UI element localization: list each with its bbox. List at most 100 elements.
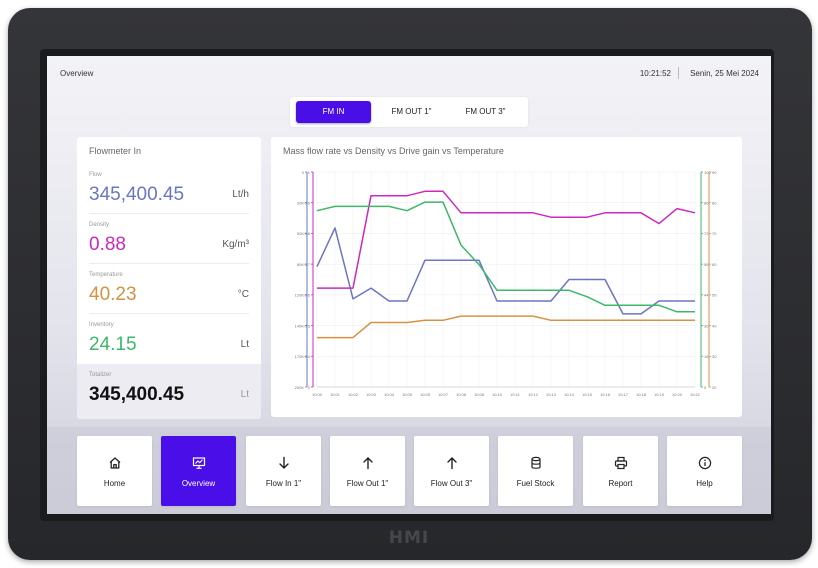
right-tick-label: 30 (712, 354, 717, 359)
left-tick-label: 0 (308, 385, 311, 390)
right-tick-label: 86 (704, 201, 709, 206)
x-tick-label: 10:10 (492, 392, 503, 397)
row-divider (89, 313, 249, 314)
totalizer-label: Totalizer (89, 372, 112, 378)
nav-flow-out-1-button[interactable]: Flow Out 1" (330, 436, 405, 506)
tab-fm-out-3[interactable]: FM OUT 3" (465, 107, 506, 116)
nav-home-button[interactable]: Home (77, 436, 152, 506)
home-icon (77, 456, 152, 470)
x-tick-label: 10:16 (600, 392, 611, 397)
inventory-unit: Lt (240, 339, 249, 350)
left-tick-label: 1 (308, 170, 311, 175)
density-value: 0.88 (89, 234, 126, 255)
x-tick-label: 10:21 (690, 392, 701, 397)
inventory-row: Inventory 24.15 Lt (77, 314, 261, 364)
nav-home-label: Home (103, 479, 126, 488)
right-tick-label: 0 (704, 385, 707, 390)
x-tick-label: 10:08 (474, 392, 485, 397)
x-tick-label: 10:05 (420, 392, 431, 397)
left-tick-label: 200K (295, 385, 305, 390)
right-tick-label: 50 (712, 293, 717, 298)
right-tick-label: 40 (712, 323, 717, 328)
x-tick-label: 10:17 (618, 392, 629, 397)
left-tick-label: 80K (297, 262, 304, 267)
right-tick-label: 30 (704, 323, 709, 328)
hmi-logo: HMI (388, 528, 430, 548)
left-tick-label: 0.6 (304, 293, 310, 298)
nav-fuel-stock-button[interactable]: Fuel Stock (498, 436, 573, 506)
x-tick-label: 10:07 (438, 392, 449, 397)
clock: 10:21:52 (639, 69, 671, 78)
density-row: Density 0.88 Kg/m³ (77, 214, 261, 264)
inventory-label: Inventory (89, 322, 114, 328)
flow-value: 345,400.45 (89, 184, 185, 205)
arrow-up-icon (330, 456, 405, 470)
nav-flow-in-1-label: Flow In 1" (265, 479, 302, 488)
left-tick-label: 0.5 (304, 323, 310, 328)
x-tick-label: 10:01 (330, 392, 341, 397)
flowmeter-card: Flowmeter In Flow 345,400.45 Lt/h Densit… (77, 137, 261, 419)
tab-fm-out-1[interactable]: FM OUT 1" (391, 107, 432, 116)
trend-chart: 0 20K 50K 80K 120K 140K 170K 200K 1 0.9 0.8 0.7 0.6 0… (295, 170, 718, 397)
left-tick-label: 0 (302, 170, 305, 175)
left-tick-label: 0.4 (304, 354, 310, 359)
trend-chart-card: Mass flow rate vs Density vs Drive gain … (271, 137, 742, 417)
nav-overview-button[interactable]: Overview (161, 436, 236, 506)
flowmeter-tabs: FM IN FM OUT 1" FM OUT 3" (290, 97, 528, 127)
flow-unit: Lt/h (232, 189, 249, 200)
right-tick-label: 72 (704, 231, 709, 236)
nav-flow-out-3-label: Flow Out 3" (430, 479, 473, 488)
x-tick-label: 10:11 (510, 392, 520, 397)
density-unit: Kg/m³ (222, 239, 249, 250)
x-tick-label: 10:18 (636, 392, 647, 397)
tab-fm-in[interactable]: FM IN (296, 101, 371, 123)
left-tick-label: 0.8 (304, 231, 310, 236)
x-tick-label: 10:05 (402, 392, 413, 397)
left-tick-label: 170K (295, 354, 305, 359)
arrow-down-icon (246, 456, 321, 470)
nav-flow-in-1-button[interactable]: Flow In 1" (246, 436, 321, 506)
printer-icon (583, 456, 658, 470)
nav-flow-out-3-button[interactable]: Flow Out 3" (414, 436, 489, 506)
left-tick-label: 0.7 (304, 262, 310, 267)
flowmeter-card-title: Flowmeter In (89, 146, 142, 156)
series-line (316, 201, 695, 313)
temperature-row: Temperature 40.23 °C (77, 264, 261, 314)
chart-title: Mass flow rate vs Density vs Drive gain … (283, 146, 504, 156)
monitor-chart-icon (161, 456, 236, 470)
x-tick-label: 10:00 (312, 392, 323, 397)
right-tick-label: 70 (712, 231, 717, 236)
x-tick-label: 10:02 (348, 392, 359, 397)
x-tick-label: 10:13 (546, 392, 557, 397)
series-line (317, 190, 696, 289)
inventory-value: 24.15 (89, 334, 137, 355)
nav-report-button[interactable]: Report (583, 436, 658, 506)
temperature-value: 40.23 (89, 284, 137, 305)
x-tick-label: 10:03 (366, 392, 377, 397)
flow-label: Flow (89, 172, 102, 178)
info-icon (667, 456, 742, 470)
page-title: Overview (60, 69, 94, 78)
right-tick-label: 90 (712, 170, 717, 175)
right-tick-label: 60 (712, 262, 717, 267)
x-tick-label: 10:20 (672, 392, 683, 397)
totalizer-unit: Lt (240, 389, 249, 400)
navigation-panel (47, 427, 771, 514)
x-tick-label: 10:19 (654, 392, 665, 397)
nav-report-label: Report (608, 479, 633, 488)
nav-help-button[interactable]: Help (667, 436, 742, 506)
series-line (316, 227, 695, 315)
right-tick-label: 20 (712, 385, 717, 390)
x-tick-label: 10:12 (528, 392, 539, 397)
top-bar: Overview 10:21:52 Senin, 25 Mei 2024 (47, 56, 771, 92)
row-divider (89, 263, 249, 264)
series-line (317, 315, 695, 339)
x-tick-label: 10:14 (564, 392, 575, 397)
nav-overview-label: Overview (181, 479, 216, 488)
nav-fuel-stock-label: Fuel Stock (516, 479, 555, 488)
left-tick-label: 140K (295, 323, 305, 328)
nav-flow-out-1-label: Flow Out 1" (346, 479, 389, 488)
left-tick-label: 120K (295, 293, 305, 298)
row-divider (89, 213, 249, 214)
right-tick-label: 58 (704, 262, 709, 267)
